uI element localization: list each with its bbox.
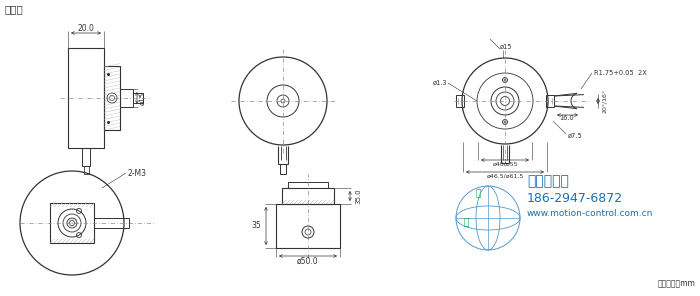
Bar <box>50 203 94 243</box>
Text: 尺寸单位：mm: 尺寸单位：mm <box>657 279 695 288</box>
Text: 16.0: 16.0 <box>559 115 575 121</box>
Text: 西安德伍拓: 西安德伍拓 <box>527 174 569 188</box>
Text: ø15: ø15 <box>140 91 146 104</box>
Text: 盲孔轴: 盲孔轴 <box>4 4 23 14</box>
Text: ø50.0: ø50.0 <box>298 257 318 266</box>
Text: 35.0: 35.0 <box>355 188 361 204</box>
Text: 186-2947-6872: 186-2947-6872 <box>527 192 623 205</box>
Text: ø15: ø15 <box>500 44 512 50</box>
Text: ø7.5: ø7.5 <box>568 133 582 139</box>
Bar <box>288 182 328 188</box>
Text: 35: 35 <box>251 221 261 231</box>
Bar <box>456 95 464 107</box>
Bar <box>83 166 88 174</box>
Bar <box>68 48 104 148</box>
Text: 20.0: 20.0 <box>78 23 94 33</box>
Bar <box>546 95 554 107</box>
Text: ø46.5/ø61.5: ø46.5/ø61.5 <box>486 173 524 178</box>
Bar <box>82 148 90 166</box>
Text: ø1.3: ø1.3 <box>433 80 447 86</box>
Bar <box>276 204 340 248</box>
Bar <box>282 188 334 204</box>
Bar <box>120 89 133 107</box>
Text: ø40/ø55: ø40/ø55 <box>492 162 518 166</box>
Text: 动: 动 <box>463 218 469 228</box>
Text: 传: 传 <box>475 189 481 199</box>
Bar <box>133 93 143 103</box>
Bar <box>104 66 120 130</box>
Text: 2-M3: 2-M3 <box>127 168 146 178</box>
Text: 20°/16°: 20°/16° <box>602 89 607 113</box>
Text: www.motion-control.com.cn: www.motion-control.com.cn <box>527 210 653 218</box>
Text: R1.75+0.05  2X: R1.75+0.05 2X <box>594 70 647 76</box>
